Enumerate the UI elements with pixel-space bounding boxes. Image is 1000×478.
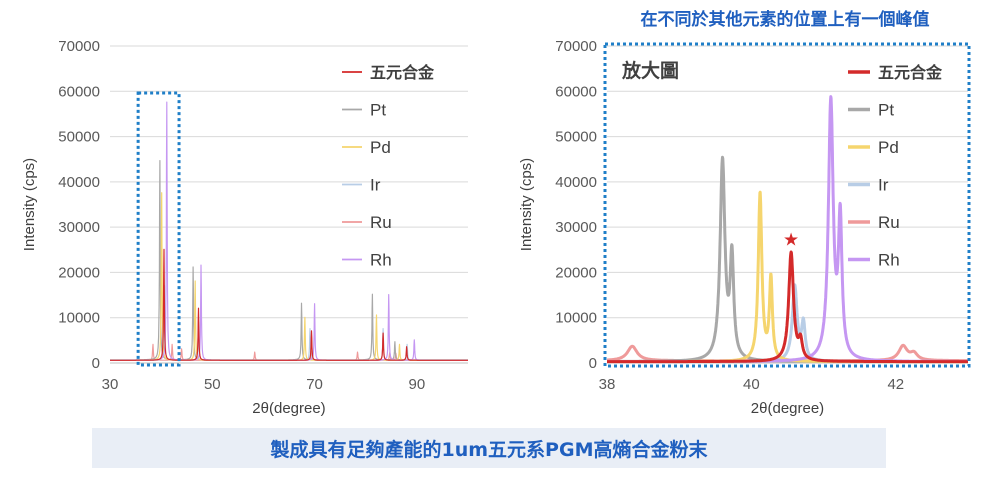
series-line-full-五元合金 <box>109 248 469 361</box>
y-tick-label: 70000 <box>555 38 597 55</box>
x-tick-label: 42 <box>887 376 904 393</box>
banner-caption: 製成具有足夠產能的1um五元系PGM高熵合金粉末 <box>270 438 708 461</box>
y-tick-label: 50000 <box>58 129 100 146</box>
legend-entry: Rh <box>370 251 392 270</box>
legend-entry: Pd <box>878 138 899 157</box>
y-tick-label: 60000 <box>58 83 100 100</box>
bottom-banner: 製成具有足夠產能的1um五元系PGM高熵合金粉末 <box>92 428 886 468</box>
legend-entry: Ir <box>370 176 381 195</box>
legend-entry: Ru <box>370 213 392 232</box>
legend-entry: Rh <box>878 251 900 270</box>
y-tick-label: 30000 <box>555 219 597 236</box>
y-tick-label: 0 <box>589 355 597 372</box>
y-tick-label: 50000 <box>555 129 597 146</box>
x-tick-label: 50 <box>204 376 221 393</box>
zoom-title: 放大圖 <box>621 59 679 82</box>
legend-entry: Pt <box>370 101 386 120</box>
y-tick-label: 40000 <box>58 174 100 191</box>
series-line-zoom-Pd <box>605 190 970 364</box>
legend-entry: Ir <box>878 176 889 195</box>
y-tick-label: 0 <box>92 355 100 372</box>
y-tick-label: 10000 <box>58 310 100 327</box>
y-tick-label: 30000 <box>58 219 100 236</box>
x-tick-label: 30 <box>102 376 119 393</box>
y-tick-label: 60000 <box>555 83 597 100</box>
x-tick-label: 38 <box>599 376 616 393</box>
legend-entry: Pd <box>370 138 391 157</box>
x-tick-label: 40 <box>743 376 760 393</box>
zoom-frame <box>603 42 971 368</box>
legend-entry: 五元合金 <box>370 63 435 82</box>
y-tick-label: 20000 <box>555 264 597 281</box>
star-marker-icon: ★ <box>783 229 799 250</box>
y-tick-label: 20000 <box>58 264 100 281</box>
legend-entry: Ru <box>878 213 900 232</box>
zoom-region-box <box>136 91 181 367</box>
legend-entry: 五元合金 <box>878 63 943 82</box>
y-axis-label: Intensity (cps) <box>518 158 535 251</box>
x-tick-label: 90 <box>409 376 426 393</box>
x-axis-label: 2θ(degree) <box>252 400 325 417</box>
y-tick-label: 70000 <box>58 38 100 55</box>
y-tick-label: 40000 <box>555 174 597 191</box>
x-axis-label: 2θ(degree) <box>751 400 824 417</box>
series-line-zoom-五元合金 <box>605 250 970 364</box>
callout-text: 在不同於其他元素的位置上有一個峰值 <box>641 9 930 30</box>
y-tick-label: 10000 <box>555 310 597 327</box>
y-axis-label: Intensity (cps) <box>21 158 38 251</box>
x-tick-label: 70 <box>306 376 323 393</box>
legend-entry: Pt <box>878 101 894 120</box>
